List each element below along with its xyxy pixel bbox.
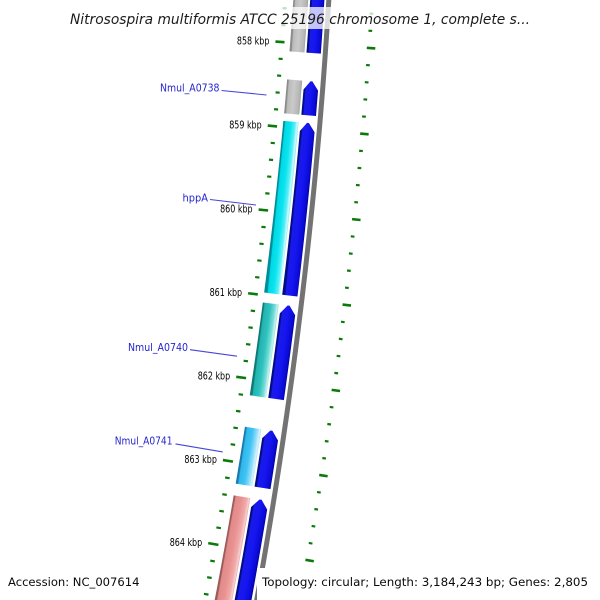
ruler-major-tick-outer: [366, 46, 376, 50]
ruler-label: 859 kbp: [229, 120, 262, 132]
feature-arrow-Nmul_A0741[interactable]: [254, 430, 278, 490]
ruler-major-tick-inner: [275, 40, 285, 44]
feature-label[interactable]: Nmul_A0740: [128, 341, 188, 354]
accession-caption: Accession: NC_007614: [8, 575, 140, 589]
ruler-label: 862 kbp: [198, 371, 231, 383]
ruler-major-tick-inner: [247, 291, 258, 296]
feature-arrow-Nmul_A0740[interactable]: [268, 305, 296, 401]
ruler-minor-tick-inner: [245, 342, 251, 346]
ruler-major-tick-inner: [222, 458, 234, 463]
feature-bar-hppA[interactable]: [264, 120, 299, 295]
ruler-minor-tick-inner: [233, 426, 238, 430]
feature-arrow-hppA[interactable]: [282, 122, 315, 297]
ruler-major-tick-outer: [305, 558, 315, 563]
ruler-minor-tick-inner: [248, 326, 253, 329]
details-caption: Topology: circular; Length: 3,184,243 bp…: [261, 575, 588, 589]
ruler-major-tick-inner: [258, 208, 269, 212]
feature-label[interactable]: Nmul_A0738: [160, 81, 220, 94]
ruler-major-tick-outer: [360, 132, 369, 136]
feature-bar-pair-6[interactable]: [204, 495, 251, 600]
ruler-major-tick-inner: [267, 124, 278, 128]
ruler-minor-tick-inner: [210, 559, 215, 563]
ruler-minor-tick-inner: [250, 309, 256, 313]
ruler-minor-tick-outer: [327, 422, 332, 426]
ruler-label: 861 kbp: [210, 287, 243, 299]
ruler-major-tick-inner: [208, 541, 219, 547]
ruler-minor-tick-outer: [329, 405, 334, 409]
feature-bar-Nmul_A0738[interactable]: [284, 79, 303, 115]
overlay-layer: Nitrosospira multiformis ATCC 25196 chro…: [2, 7, 600, 600]
ruler-label: 858 kbp: [237, 35, 270, 47]
title-backdrop: [62, 7, 538, 29]
ruler-label: 863 kbp: [184, 454, 217, 466]
ruler-minor-tick-outer: [311, 524, 316, 528]
ruler-minor-tick-inner: [224, 476, 230, 480]
map-layer: 858 kbp 859 kbp 860 kbp 861 kbp 862 kbp 863 k…: [115, 0, 376, 600]
ruler-minor-tick-inner: [243, 359, 249, 363]
feature-label-leader: [189, 349, 238, 357]
map-title: Nitrosospira multiformis ATCC 25196 chro…: [70, 12, 530, 28]
accession-backdrop: [2, 570, 148, 600]
feature-label[interactable]: Nmul_A0741: [115, 435, 173, 448]
feature-arrow-Nmul_A0738[interactable]: [301, 81, 319, 116]
feature-label-leader: [209, 198, 257, 206]
ruler-minor-tick-inner: [203, 592, 209, 596]
feature-bar-Nmul_A0740[interactable]: [249, 302, 279, 398]
ruler-minor-tick-outer: [324, 439, 329, 443]
ruler-minor-tick-inner: [222, 493, 227, 496]
ruler-minor-tick-inner: [216, 526, 222, 530]
ruler-minor-tick-outer: [308, 541, 313, 545]
backbone: [254, 0, 332, 600]
ruler-minor-tick-inner: [230, 443, 236, 446]
ruler-minor-tick-inner: [238, 393, 244, 396]
details-backdrop: [257, 568, 600, 600]
ruler-minor-tick-inner: [206, 576, 212, 580]
ruler-major-tick-outer: [319, 473, 328, 478]
ruler-minor-tick-outer: [316, 490, 321, 494]
ruler-major-tick-outer: [331, 388, 341, 393]
ruler-minor-tick-inner: [235, 409, 241, 413]
ruler-label: 860 kbp: [220, 203, 253, 215]
ruler-major-tick-outer: [351, 217, 361, 222]
ruler-label: 864 kbp: [170, 537, 203, 549]
feature-label-leader: [175, 443, 223, 453]
feature-arrow-pair-6[interactable]: [223, 499, 268, 600]
ruler-minor-tick-inner: [219, 509, 225, 513]
feature-bar-Nmul_A0741[interactable]: [235, 426, 262, 487]
feature-label[interactable]: hppA: [183, 192, 209, 205]
ruler-minor-tick-outer: [314, 507, 319, 511]
feature-label-leader: [221, 89, 267, 96]
ruler-major-tick-inner: [236, 375, 247, 380]
ruler-major-tick-outer: [342, 303, 352, 307]
ruler-minor-tick-outer: [322, 456, 327, 460]
